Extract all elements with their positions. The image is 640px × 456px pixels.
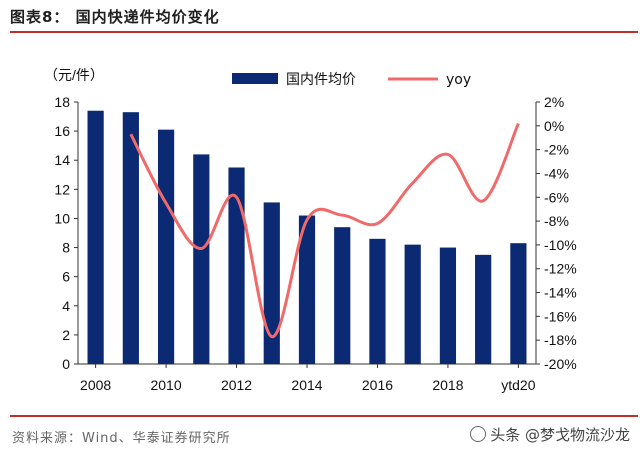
legend-label-bar: 国内件均价 <box>286 72 356 88</box>
y-left-tick-label: 4 <box>62 298 70 314</box>
y-right-tick-label: -16% <box>544 308 577 324</box>
y-right-tick-label: -18% <box>544 332 577 348</box>
y-right-tick-label: -20% <box>544 356 577 372</box>
y-right-tick-label: 0% <box>544 118 564 134</box>
y-right-tick-label: -4% <box>544 165 569 181</box>
y-right-tick-label: -10% <box>544 237 577 253</box>
bar <box>510 243 527 364</box>
y-left-tick-label: 10 <box>54 210 70 226</box>
watermark-text: 头条 @梦戈物流沙龙 <box>490 426 630 444</box>
y-left-tick-label: 6 <box>62 269 70 285</box>
source-rule <box>10 415 638 417</box>
bar <box>122 112 139 364</box>
legend: 国内件均价 yoy <box>232 72 471 88</box>
bar <box>87 110 104 364</box>
bar <box>369 238 386 364</box>
y-left-tick-label: 18 <box>54 94 70 110</box>
bar <box>298 215 316 364</box>
bar <box>263 202 280 364</box>
y-left-tick-label: 12 <box>54 181 70 197</box>
bar <box>157 129 175 364</box>
y-right-tick-label: -6% <box>544 189 569 205</box>
bar <box>475 254 492 364</box>
y-left-tick-label: 14 <box>54 152 70 168</box>
bar <box>228 167 245 364</box>
y-right-tick-label: -2% <box>544 142 569 158</box>
source-line: 资料来源：Wind、华泰证券研究所 <box>12 431 231 446</box>
y-left-tick-label: 16 <box>54 123 70 139</box>
x-tick-label: 2014 <box>291 377 322 393</box>
x-tick-label: 2008 <box>80 377 111 393</box>
x-tick-label: 2018 <box>432 377 463 393</box>
y-left-tick-label: 8 <box>62 240 70 256</box>
y-left-tick-label: 0 <box>62 356 70 372</box>
yoy-line <box>129 122 520 339</box>
bar <box>193 154 210 364</box>
figure-title: 图表8： 国内快递件均价变化 <box>10 8 220 26</box>
watermark-logo-icon <box>470 426 487 442</box>
y-right-tick-label: 2% <box>544 94 564 110</box>
legend-label-line: yoy <box>446 72 471 88</box>
y-right-tick-label: -12% <box>544 261 577 277</box>
plot-area: 0 2 4 6 8 10 12 14 16 18 -20% -18% -16% -14% -12% -10% -… <box>54 94 576 393</box>
y-right-tick-label: -8% <box>544 213 569 229</box>
bar <box>404 244 421 364</box>
title-rule <box>10 31 638 33</box>
x-tick-label: ytd20 <box>501 377 535 393</box>
x-tick-label: 2010 <box>150 377 181 393</box>
left-axis-unit-label: （元/件） <box>44 67 104 83</box>
legend-swatch-bar <box>232 73 278 84</box>
chart: 0 2 4 6 8 10 12 14 16 18 -20% -18% -16% -14% -12% -10% -… <box>44 67 577 393</box>
watermark: 头条 @梦戈物流沙龙 <box>470 424 630 445</box>
bar <box>334 227 351 364</box>
x-tick-label: 2012 <box>221 377 252 393</box>
x-tick-label: 2016 <box>362 377 393 393</box>
y-right-tick-label: -14% <box>544 285 577 301</box>
bar <box>439 247 457 364</box>
y-left-tick-label: 2 <box>62 327 70 343</box>
